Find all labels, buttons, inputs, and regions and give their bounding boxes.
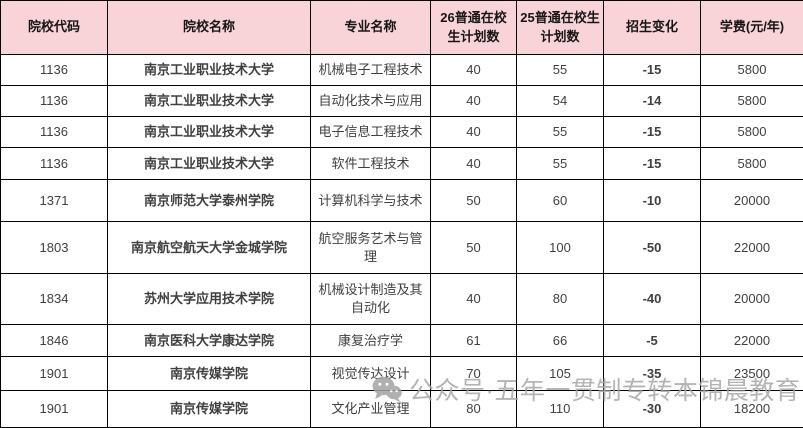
column-header: 专业名称 bbox=[310, 0, 431, 55]
watermark-text: 公众号·五年一贯制专转本锦晨教育 bbox=[409, 377, 801, 405]
table-cell: 22000 bbox=[700, 324, 803, 357]
column-header: 招生变化 bbox=[603, 0, 701, 55]
table-row: 1901 南京传媒学院 视觉传达设计 70 105 -35 23500 bbox=[0, 356, 803, 391]
table-cell: -5 bbox=[603, 324, 701, 357]
table-cell: 5800 bbox=[700, 85, 803, 117]
table-row: 1136 南京工业职业技术大学 电子信息工程技术 40 55 -15 5800 bbox=[0, 116, 803, 148]
table-cell: 1901 bbox=[0, 356, 108, 391]
table-cell: 1136 bbox=[0, 85, 108, 117]
table-cell: 60 bbox=[516, 179, 604, 222]
table-row: 1136 南京工业职业技术大学 软件工程技术 40 55 -15 5800 bbox=[0, 147, 803, 180]
table-cell: 66 bbox=[516, 324, 604, 357]
table-row: 1803 南京航空航天大学金城学院 航空服务艺术与管理 50 100 -50 22000 bbox=[0, 221, 803, 274]
table-cell: 20000 bbox=[700, 179, 803, 222]
table-cell: 40 bbox=[430, 116, 517, 148]
table-cell: -40 bbox=[603, 273, 701, 325]
table-cell: 南京工业职业技术大学 bbox=[107, 147, 311, 180]
table-cell: 70 bbox=[430, 356, 517, 391]
table-cell: 18200 bbox=[700, 390, 803, 428]
table-cell: 南京工业职业技术大学 bbox=[107, 54, 311, 86]
table-cell: -14 bbox=[603, 85, 701, 117]
table-cell: 54 bbox=[516, 85, 604, 117]
table-cell: 软件工程技术 bbox=[310, 147, 431, 180]
table-cell: 南京传媒学院 bbox=[107, 390, 311, 428]
table-cell: 40 bbox=[430, 85, 517, 117]
table-cell: -15 bbox=[603, 116, 701, 148]
table-cell: 5800 bbox=[700, 54, 803, 86]
table-cell: 南京航空航天大学金城学院 bbox=[107, 221, 311, 274]
table-cell: 南京师范大学泰州学院 bbox=[107, 179, 311, 222]
table-cell: 23500 bbox=[700, 356, 803, 391]
table-cell: 20000 bbox=[700, 273, 803, 325]
table-cell: 40 bbox=[430, 54, 517, 86]
table-row: 1901 南京传媒学院 文化产业管理 80 110 -30 18200 bbox=[0, 390, 803, 428]
table-header-row: 院校代码 院校名称 专业名称 26普通在校生计划数 25普通在校生计划数 招生变化 学费(元… bbox=[0, 0, 803, 55]
column-header: 学费(元/年) bbox=[700, 0, 803, 55]
table-row: 1371 南京师范大学泰州学院 计算机科学与技术 50 60 -10 20000 bbox=[0, 179, 803, 222]
table-cell: 1834 bbox=[0, 273, 108, 325]
table-cell: 南京工业职业技术大学 bbox=[107, 116, 311, 148]
table-cell: -15 bbox=[603, 54, 701, 86]
table-cell: -50 bbox=[603, 221, 701, 274]
table-cell: -10 bbox=[603, 179, 701, 222]
table-cell: 1136 bbox=[0, 116, 108, 148]
table-cell: 1136 bbox=[0, 147, 108, 180]
table-cell: 5800 bbox=[700, 116, 803, 148]
table-cell: 航空服务艺术与管理 bbox=[310, 221, 431, 274]
table-cell: -15 bbox=[603, 147, 701, 180]
table-cell: 苏州大学应用技术学院 bbox=[107, 273, 311, 325]
table-cell: 1803 bbox=[0, 221, 108, 274]
table-cell: 计算机科学与技术 bbox=[310, 179, 431, 222]
watermark: 公众号·五年一贯制专转本锦晨教育 bbox=[372, 371, 800, 407]
table-cell: 55 bbox=[516, 54, 604, 86]
table-cell: 文化产业管理 bbox=[310, 390, 431, 428]
table-cell: 110 bbox=[516, 390, 604, 428]
table-cell: 电子信息工程技术 bbox=[310, 116, 431, 148]
table-cell: 机械设计制造及其自动化 bbox=[310, 273, 431, 325]
table-cell: 50 bbox=[430, 221, 517, 274]
table-cell: 80 bbox=[430, 390, 517, 428]
table-cell: 22000 bbox=[700, 221, 803, 274]
table-cell: 1901 bbox=[0, 390, 108, 428]
wechat-icon bbox=[372, 376, 402, 402]
table-cell: 50 bbox=[430, 179, 517, 222]
table-cell: 1846 bbox=[0, 324, 108, 357]
table-cell: 55 bbox=[516, 116, 604, 148]
table-cell: 1371 bbox=[0, 179, 108, 222]
table-row: 1846 南京医科大学康达学院 康复治疗学 61 66 -5 22000 bbox=[0, 324, 803, 357]
table-cell: 80 bbox=[516, 273, 604, 325]
table-cell: 南京传媒学院 bbox=[107, 356, 311, 391]
table-cell: 100 bbox=[516, 221, 604, 274]
table-row: 1834 苏州大学应用技术学院 机械设计制造及其自动化 40 80 -40 20000 bbox=[0, 273, 803, 325]
table-cell: 5800 bbox=[700, 147, 803, 180]
table-cell: 南京工业职业技术大学 bbox=[107, 85, 311, 117]
table-row: 1136 南京工业职业技术大学 自动化技术与应用 40 54 -14 5800 bbox=[0, 85, 803, 117]
table-cell: 机械电子工程技术 bbox=[310, 54, 431, 86]
column-header: 25普通在校生计划数 bbox=[516, 0, 604, 55]
column-header: 院校名称 bbox=[107, 0, 311, 55]
table-cell: 40 bbox=[430, 147, 517, 180]
column-header: 院校代码 bbox=[0, 0, 108, 55]
table-cell: 南京医科大学康达学院 bbox=[107, 324, 311, 357]
table-cell: 自动化技术与应用 bbox=[310, 85, 431, 117]
table-cell: 61 bbox=[430, 324, 517, 357]
table-cell: 55 bbox=[516, 147, 604, 180]
table-cell: 40 bbox=[430, 273, 517, 325]
table-cell: 1136 bbox=[0, 54, 108, 86]
table-row: 1136 南京工业职业技术大学 机械电子工程技术 40 55 -15 5800 bbox=[0, 54, 803, 86]
column-header: 26普通在校生计划数 bbox=[430, 0, 517, 55]
table-cell: 康复治疗学 bbox=[310, 324, 431, 357]
